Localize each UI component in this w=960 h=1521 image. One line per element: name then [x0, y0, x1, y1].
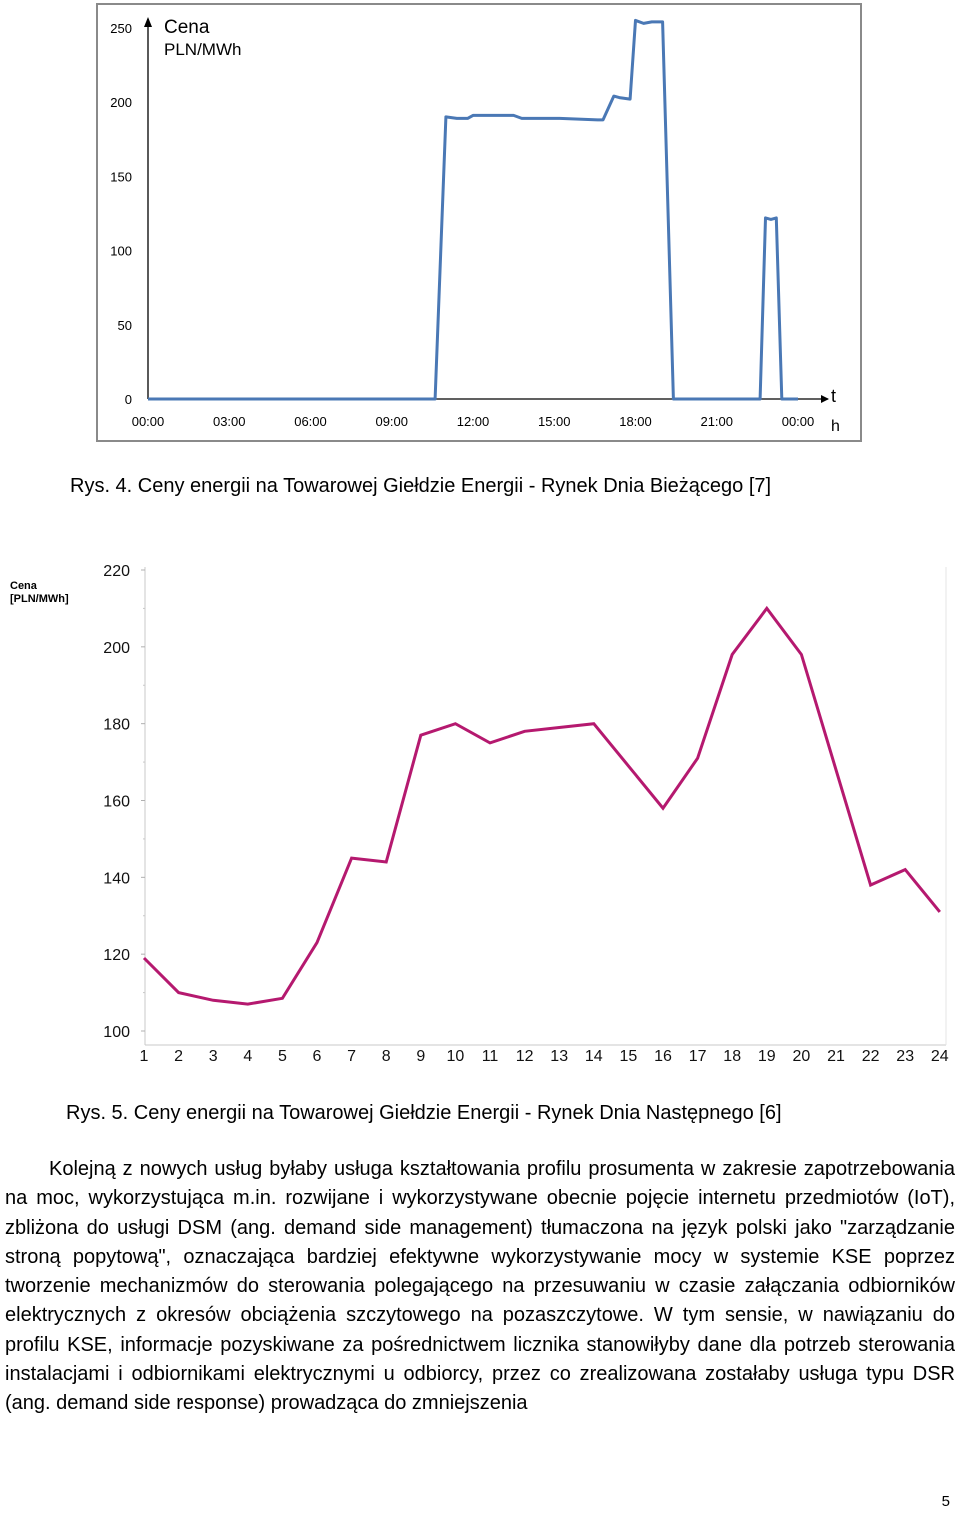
x-tick-label: 23 [896, 1048, 914, 1065]
y-tick-label: 100 [103, 1024, 130, 1041]
x-tick-label: 09:00 [375, 414, 408, 429]
y-axis-label: Cena [10, 580, 38, 592]
y-tick-label: 100 [110, 244, 132, 259]
x-tick-label: 21:00 [700, 414, 733, 429]
x-tick-label: 12:00 [457, 414, 490, 429]
x-tick-label: 06:00 [294, 414, 327, 429]
x-tick-label: 17 [689, 1048, 707, 1065]
figure-4-caption: Rys. 4. Ceny energii na Towarowej Giełdz… [70, 475, 772, 497]
x-tick-label: 13 [550, 1048, 568, 1065]
page-number: 5 [941, 1493, 950, 1510]
x-tick-label: 21 [827, 1048, 845, 1065]
x-tick-label: 3 [209, 1048, 218, 1065]
y-tick-label: 250 [110, 21, 132, 36]
x-axis-unit: h [831, 418, 840, 435]
y-tick-label: 160 [103, 794, 130, 811]
x-tick-label: 19 [758, 1048, 776, 1065]
series-line-price [142, 605, 941, 1006]
chart-intraday-prices: 0 50 100 150 200 250 00:00 03:00 06:00 09:00 12:00… [96, 3, 862, 442]
x-tick-label: 6 [313, 1048, 322, 1065]
x-tick-label: 11 [482, 1048, 499, 1065]
chart-frame [96, 3, 862, 442]
x-tick-label: 2 [174, 1048, 183, 1065]
x-tick-label: 00:00 [782, 414, 815, 429]
x-tick-label: 12 [516, 1048, 534, 1065]
y-axis-label: Cena [164, 17, 210, 38]
y-tick-label: 180 [103, 717, 130, 734]
series-line-price [148, 18, 798, 401]
body-paragraph-container: Kolejną z nowych usług byłaby usługa ksz… [5, 1155, 955, 1419]
y-tick-label: 120 [103, 947, 130, 964]
x-tick-label: 14 [585, 1048, 603, 1065]
x-tick-label: 15 [620, 1048, 638, 1065]
x-tick-label: 22 [862, 1048, 880, 1065]
y-axis-arrow [144, 17, 152, 27]
y-tick-label: 140 [103, 870, 130, 887]
x-tick-label: 15:00 [538, 414, 571, 429]
y-axis-unit: [PLN/MWh] [10, 593, 69, 605]
x-tick-label: 24 [931, 1048, 949, 1065]
x-tick-label: 00:00 [132, 414, 165, 429]
y-tick-label: 200 [110, 95, 132, 110]
x-tick-label: 5 [278, 1048, 287, 1065]
y-tick-label: 150 [110, 169, 132, 184]
x-tick-label: 9 [416, 1048, 425, 1065]
x-tick-label: 10 [447, 1048, 465, 1065]
y-tick-label: 0 [125, 392, 132, 407]
y-tick-label: 50 [118, 318, 132, 333]
body-paragraph: Kolejną z nowych usług byłaby usługa ksz… [5, 1158, 955, 1415]
x-axis-arrow [821, 395, 829, 403]
x-tick-label: 18:00 [619, 414, 652, 429]
y-tick-label: 220 [103, 563, 130, 580]
figure-5-caption: Rys. 5. Ceny energii na Towarowej Giełdz… [66, 1102, 782, 1124]
x-tick-label: 20 [793, 1048, 811, 1065]
x-axis-label: t [831, 386, 836, 406]
y-tick-label: 200 [103, 640, 130, 657]
y-axis-unit: PLN/MWh [164, 40, 241, 59]
x-tick-label: 18 [723, 1048, 741, 1065]
x-tick-label: 4 [243, 1048, 252, 1065]
x-tick-label: 03:00 [213, 414, 246, 429]
x-tick-label: 1 [140, 1048, 149, 1065]
x-tick-label: 8 [382, 1048, 391, 1065]
x-tick-label: 7 [347, 1048, 356, 1065]
x-tick-label: 16 [654, 1048, 672, 1065]
